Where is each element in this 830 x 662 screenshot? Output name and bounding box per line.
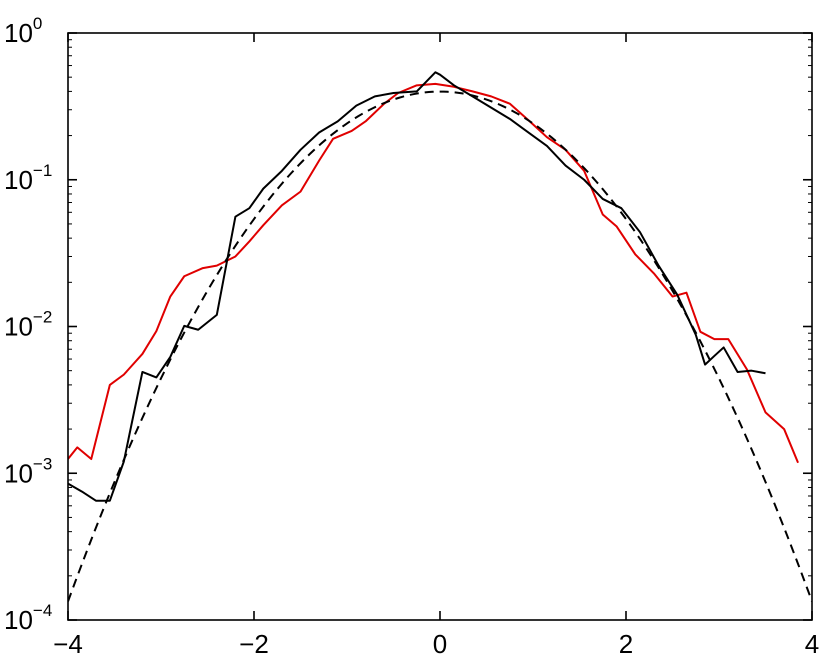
- series-line-1: [68, 71, 766, 502]
- x-tick-label: 4: [805, 629, 819, 659]
- series-line-0: [68, 82, 799, 464]
- y-tick-label: 100: [4, 14, 42, 48]
- y-tick-label: 10−1: [4, 161, 52, 195]
- x-axis: −4 −2 0 2 4: [53, 33, 819, 659]
- series-gaussian-line: [68, 90, 812, 602]
- x-tick-label: −2: [239, 629, 269, 659]
- series-layer: [68, 71, 812, 602]
- x-tick-label: 2: [619, 629, 633, 659]
- y-tick-label: 10−3: [4, 454, 52, 488]
- x-tick-label: −4: [53, 629, 83, 659]
- y-tick-label: 10−2: [4, 308, 52, 342]
- y-axis: 10−4 10−3 10−2 10−1 100: [4, 14, 812, 635]
- y-tick-label: 10−4: [4, 601, 52, 635]
- x-tick-label: 0: [433, 629, 447, 659]
- plot-frame: [67, 32, 813, 621]
